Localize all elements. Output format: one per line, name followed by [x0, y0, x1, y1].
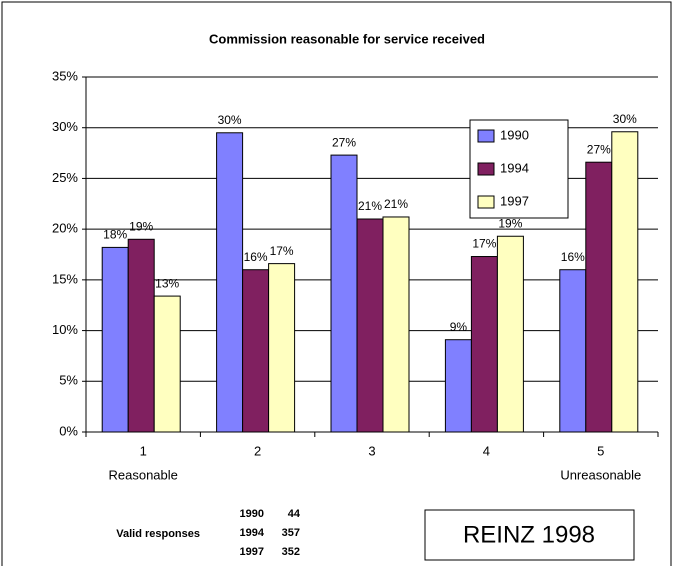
bar [559, 269, 587, 433]
bar [496, 235, 524, 433]
category-note: Reasonable [109, 467, 178, 482]
legend-swatch [477, 162, 495, 176]
source: REINZ 1998 [463, 521, 595, 548]
data-label: 30% [218, 113, 242, 127]
data-label: 13% [155, 276, 179, 290]
response-count: 352 [282, 546, 300, 558]
bar [268, 263, 296, 433]
bar [216, 132, 244, 433]
response-count: 44 [288, 508, 301, 520]
data-label: 27% [332, 135, 356, 149]
bar [101, 246, 129, 433]
x-tick-label: 5 [597, 443, 604, 458]
bar [330, 154, 358, 433]
bar [242, 269, 270, 433]
source-box [424, 509, 635, 561]
y-tick-label: 5% [59, 373, 78, 388]
category-note: Unreasonable [560, 467, 641, 482]
responses-label: Valid responses [116, 528, 200, 540]
legend-label: 1994 [500, 160, 529, 175]
bar [356, 218, 384, 433]
data-label: 19% [498, 216, 522, 230]
y-tick-label: 25% [52, 170, 78, 185]
legend-label: 1997 [500, 193, 529, 208]
y-tick-label: 35% [52, 68, 78, 83]
x-tick-label: 1 [140, 443, 147, 458]
response-year: 1994 [240, 527, 265, 539]
bar [382, 216, 410, 433]
data-label: 9% [450, 320, 468, 334]
response-year: 1990 [240, 508, 264, 520]
x-tick-label: 4 [483, 443, 490, 458]
data-label: 30% [613, 112, 637, 126]
y-tick-label: 15% [52, 271, 78, 286]
data-label: 27% [587, 142, 611, 156]
bar [470, 256, 498, 433]
data-label: 17% [472, 237, 496, 251]
bar [444, 339, 472, 433]
legend-swatch [477, 129, 495, 143]
x-tick-label: 2 [254, 443, 261, 458]
data-label: 16% [561, 250, 585, 264]
bar [611, 131, 639, 433]
data-label: 21% [384, 197, 408, 211]
legend-swatch [477, 195, 495, 209]
chart-title: Commission reasonable for service receiv… [209, 31, 485, 46]
data-label: 16% [244, 250, 268, 264]
y-tick-label: 10% [52, 322, 78, 337]
y-tick-label: 20% [52, 221, 78, 236]
data-label: 21% [358, 199, 382, 213]
response-count: 357 [282, 527, 300, 539]
data-label: 19% [129, 219, 153, 233]
data-label: 17% [270, 244, 294, 258]
response-year: 1997 [240, 546, 264, 558]
legend-label: 1990 [500, 127, 529, 142]
bar [127, 238, 155, 433]
bar [585, 161, 613, 433]
y-tick-label: 0% [59, 423, 78, 438]
bar [153, 295, 181, 433]
x-tick-label: 3 [368, 443, 375, 458]
y-tick-label: 30% [52, 119, 78, 134]
data-label: 18% [103, 228, 127, 242]
